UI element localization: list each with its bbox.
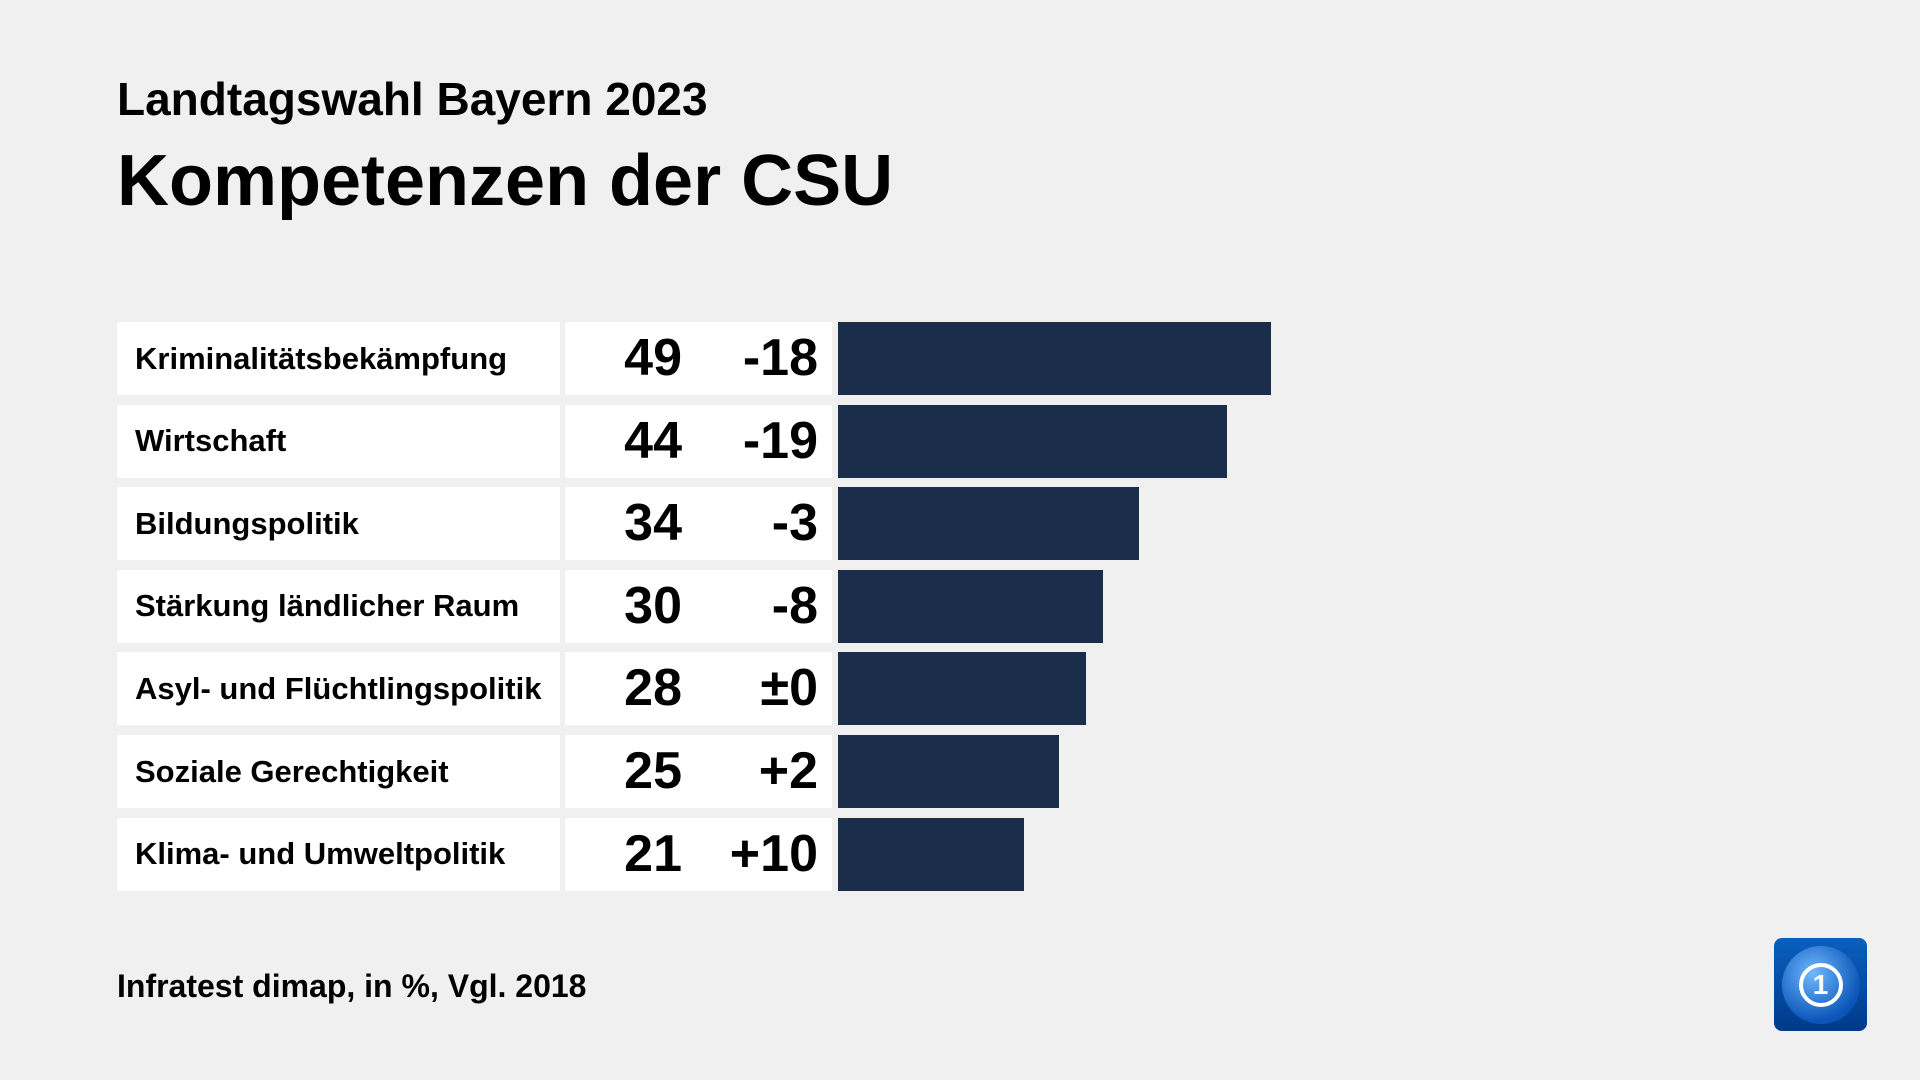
value-label: 25 (624, 742, 682, 800)
bar (838, 322, 1272, 395)
logo-one: 1 (1798, 962, 1843, 1007)
change-label: -19 (742, 411, 818, 470)
value-label: 34 (624, 494, 682, 553)
category-label: Asyl- und Flüchtlingspolitik (117, 652, 560, 726)
value-cell: 44 -19 (565, 404, 832, 478)
chart-row: Kriminalitätsbekämpfung 49 -18 (117, 322, 1517, 395)
bar (838, 569, 1104, 643)
globe-icon: 1 (1781, 945, 1860, 1024)
source-note: Infratest dimap, in %, Vgl. 2018 (117, 968, 587, 1004)
change-label: +2 (758, 742, 818, 800)
value-label: 30 (624, 576, 682, 635)
value-label: 21 (624, 824, 682, 883)
value-cell: 28 ±0 (565, 652, 832, 726)
bar (838, 404, 1227, 478)
bar (838, 735, 1059, 808)
bar (838, 817, 1024, 891)
category-label: Bildungspolitik (117, 487, 560, 561)
chart-row: Klima- und Umweltpolitik 21 +10 (117, 817, 1517, 891)
bar (838, 652, 1086, 726)
chart-title: Kompetenzen der CSU (117, 141, 894, 221)
value-cell: 34 -3 (565, 487, 832, 561)
change-label: -3 (771, 494, 818, 553)
category-label: Stärkung ländlicher Raum (117, 569, 560, 643)
change-label: -18 (742, 329, 818, 387)
value-label: 28 (624, 659, 682, 718)
chart-row: Wirtschaft 44 -19 (117, 404, 1517, 478)
bar (838, 487, 1139, 561)
tagesschau-logo: 1 (1774, 938, 1867, 1031)
value-cell: 21 +10 (565, 817, 832, 891)
chart-row: Stärkung ländlicher Raum 30 -8 (117, 569, 1517, 643)
category-label: Klima- und Umweltpolitik (117, 817, 560, 891)
change-label: -8 (771, 576, 818, 635)
chart-row: Bildungspolitik 34 -3 (117, 487, 1517, 561)
category-label: Wirtschaft (117, 404, 560, 478)
chart-subtitle: Landtagswahl Bayern 2023 (117, 73, 708, 125)
change-label: +10 (729, 824, 818, 883)
category-label: Soziale Gerechtigkeit (117, 735, 560, 808)
value-cell: 30 -8 (565, 569, 832, 643)
value-cell: 49 -18 (565, 322, 832, 395)
value-label: 44 (624, 411, 682, 470)
category-label: Kriminalitätsbekämpfung (117, 322, 560, 395)
change-label: ±0 (760, 659, 818, 718)
value-label: 49 (624, 329, 682, 387)
chart-row: Soziale Gerechtigkeit 25 +2 (117, 735, 1517, 808)
value-cell: 25 +2 (565, 735, 832, 808)
chart-row: Asyl- und Flüchtlingspolitik 28 ±0 (117, 652, 1517, 726)
